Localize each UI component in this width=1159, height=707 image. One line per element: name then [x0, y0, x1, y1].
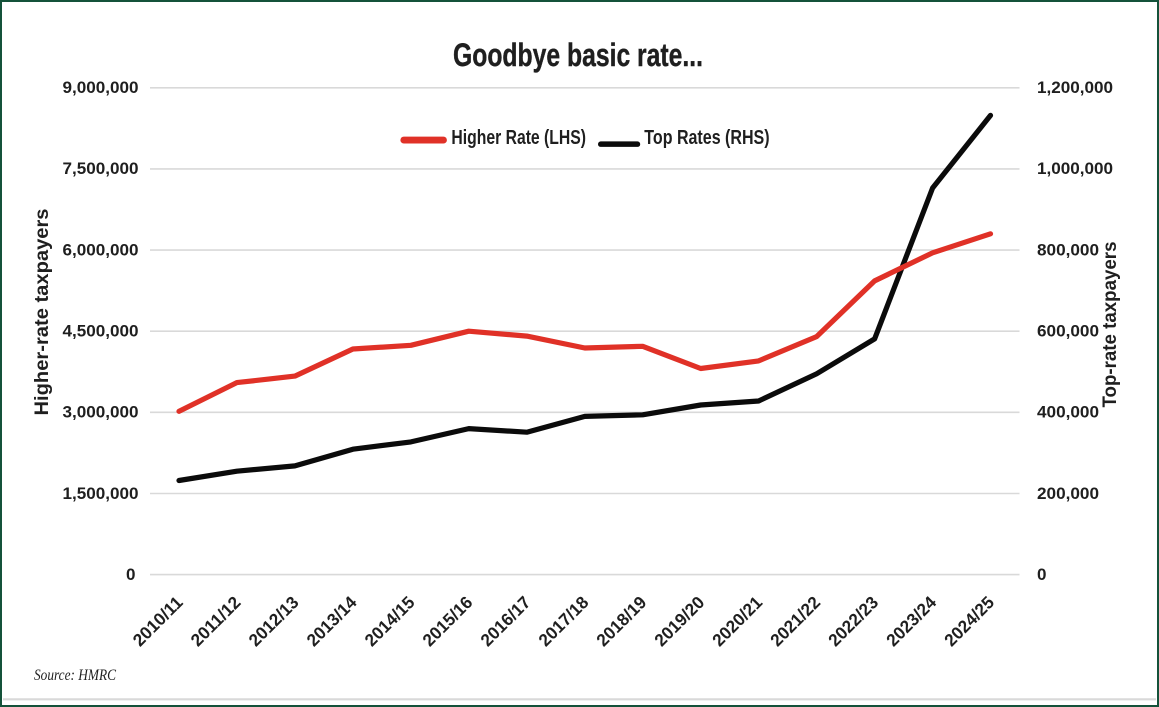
- svg-text:800,000: 800,000: [1037, 240, 1099, 259]
- svg-text:0: 0: [1037, 565, 1046, 584]
- svg-text:4,500,000: 4,500,000: [63, 322, 139, 341]
- svg-text:Source: HMRC: Source: HMRC: [34, 667, 117, 684]
- svg-text:Top-rate taxpayers: Top-rate taxpayers: [1100, 242, 1121, 408]
- svg-text:3,000,000: 3,000,000: [63, 403, 139, 422]
- svg-text:Top Rates (RHS): Top Rates (RHS): [644, 126, 769, 149]
- svg-text:1,500,000: 1,500,000: [63, 484, 139, 503]
- svg-text:7,500,000: 7,500,000: [63, 159, 139, 178]
- svg-text:Higher Rate (LHS): Higher Rate (LHS): [451, 126, 586, 149]
- svg-text:9,000,000: 9,000,000: [63, 78, 139, 97]
- svg-text:Higher-rate taxpayers: Higher-rate taxpayers: [32, 209, 53, 416]
- svg-text:600,000: 600,000: [1037, 322, 1099, 341]
- svg-text:6,000,000: 6,000,000: [63, 240, 139, 259]
- svg-text:Goodbye basic rate...: Goodbye basic rate...: [453, 37, 703, 73]
- svg-text:400,000: 400,000: [1037, 403, 1099, 422]
- svg-text:200,000: 200,000: [1037, 484, 1099, 503]
- svg-text:1,200,000: 1,200,000: [1037, 78, 1113, 97]
- svg-text:0: 0: [126, 565, 135, 584]
- svg-text:1,000,000: 1,000,000: [1037, 159, 1113, 178]
